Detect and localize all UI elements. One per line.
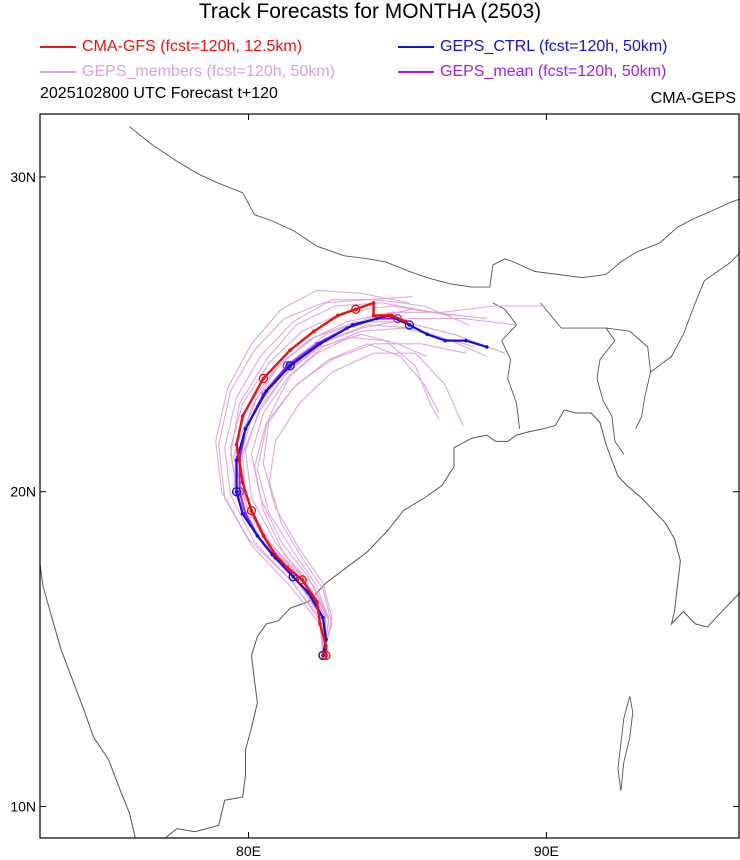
y-tick-label-20N: 20N <box>10 484 36 500</box>
map-geography <box>40 126 740 838</box>
mean-point-7 <box>243 511 248 516</box>
ctrl-point-12 <box>288 364 293 368</box>
legend-label-gfs: CMA-GFS (fcst=120h, 12.5km) <box>82 38 303 55</box>
gfs-cyclone-marker-0 <box>321 650 331 661</box>
ctrl-point-18 <box>443 338 447 343</box>
gfs-point-14 <box>312 329 316 334</box>
gfs-point-13 <box>288 348 293 352</box>
island-0 <box>617 696 634 791</box>
y-tick-label-30N: 30N <box>10 169 36 185</box>
border-0 <box>129 126 740 288</box>
gfs-point-2 <box>318 622 322 626</box>
member-track-7 <box>233 305 547 656</box>
ctrl-point-19 <box>464 338 468 343</box>
legend-swatch-mean <box>398 71 434 73</box>
legend-item-members: GEPS_members (fcst=120h, 50km) <box>40 63 335 81</box>
member-track-10 <box>256 343 440 656</box>
member-track-15 <box>239 318 517 656</box>
legend-label-members: GEPS_members (fcst=120h, 50km) <box>82 63 335 80</box>
ctrl-point-7 <box>240 511 245 516</box>
forecast-time-label: 2025102800 UTC Forecast t+120 <box>40 85 278 102</box>
gfs-point-5 <box>285 565 290 570</box>
gfs-point-9 <box>240 480 245 485</box>
gfs-point-12 <box>261 376 266 381</box>
ctrl-point-9 <box>234 458 239 463</box>
model-label: CMA-GEPS <box>650 90 736 107</box>
member-track-6 <box>268 352 464 656</box>
gfs-point-1 <box>324 644 328 648</box>
ctrl-point-5 <box>270 552 275 557</box>
coastline-1 <box>164 409 740 838</box>
member-track-16 <box>250 336 440 656</box>
border-2 <box>540 302 625 455</box>
gfs-cyclone-marker-8 <box>246 505 257 516</box>
gfs-point-15 <box>336 313 340 318</box>
map-frame: 80E 90E 10N 20N 30N <box>10 113 740 859</box>
ctrl-point-16 <box>407 323 412 327</box>
gfs-point-16 <box>353 307 358 311</box>
member-track-5 <box>230 305 452 656</box>
legend-item-gfs: CMA-GFS (fcst=120h, 12.5km) <box>40 38 302 56</box>
member-track-14 <box>262 327 476 656</box>
legend-item-mean: GEPS_mean (fcst=120h, 50km) <box>398 63 666 81</box>
ctrl-cyclone-marker-8 <box>231 487 242 497</box>
map-tracks <box>215 289 547 661</box>
gfs-point-0 <box>324 653 328 658</box>
gfs-point-6 <box>273 552 278 557</box>
member-track-12 <box>239 321 505 656</box>
gfs-point-10 <box>234 442 239 447</box>
ctrl-point-14 <box>350 323 355 327</box>
member-track-3 <box>253 343 467 656</box>
map-border <box>39 113 740 839</box>
member-track-13 <box>215 289 410 656</box>
coastline-0 <box>40 564 136 838</box>
legend-swatch-ctrl <box>398 46 434 48</box>
legend-swatch-gfs <box>40 46 76 48</box>
gfs-point-11 <box>240 414 245 418</box>
ctrl-point-4 <box>291 574 295 579</box>
gfs-point-3 <box>315 600 319 604</box>
gfs-point-4 <box>300 578 304 582</box>
x-tick-label-80E: 80E <box>236 843 261 859</box>
gfs-point-19 <box>389 313 394 318</box>
member-track-4 <box>218 296 413 656</box>
gfs-point-17 <box>371 301 376 305</box>
legend-swatch-members <box>40 71 76 73</box>
gfs-point-8 <box>249 508 254 513</box>
ctrl-point-6 <box>255 534 260 538</box>
ctrl-point-8 <box>234 489 239 494</box>
y-tick-label-10N: 10N <box>10 799 36 815</box>
gfs-point-18 <box>371 313 376 318</box>
page-title: Track Forecasts for MONTHA (2503) <box>198 0 542 23</box>
ctrl-point-20 <box>485 345 489 349</box>
ctrl-point-11 <box>264 389 269 393</box>
legend-item-ctrl: GEPS_CTRL (fcst=120h, 50km) <box>398 38 668 56</box>
gfs-cyclone-marker-16 <box>351 304 361 314</box>
border-1 <box>492 302 521 429</box>
border-4 <box>650 252 740 373</box>
legend-label-mean: GEPS_mean (fcst=120h, 50km) <box>440 63 667 80</box>
gfs-point-7 <box>261 534 266 538</box>
ctrl-cyclone-marker-12 <box>285 361 295 371</box>
member-track-11 <box>230 302 487 656</box>
x-tick-label-90E: 90E <box>534 843 559 859</box>
ctrl-point-17 <box>425 332 430 337</box>
member-track-8 <box>224 299 470 656</box>
gfs-cyclone-marker-12 <box>258 373 269 384</box>
gfs-cyclone-marker-4 <box>297 575 307 585</box>
legend-label-ctrl: GEPS_CTRL (fcst=120h, 50km) <box>440 38 668 55</box>
ctrl-point-10 <box>243 426 248 431</box>
ctrl-point-2 <box>321 615 325 620</box>
member-track-2 <box>242 333 428 656</box>
ctrl-point-13 <box>318 341 322 346</box>
ctrl-cyclone-marker-16 <box>404 320 415 330</box>
gfs-point-20 <box>404 319 409 324</box>
